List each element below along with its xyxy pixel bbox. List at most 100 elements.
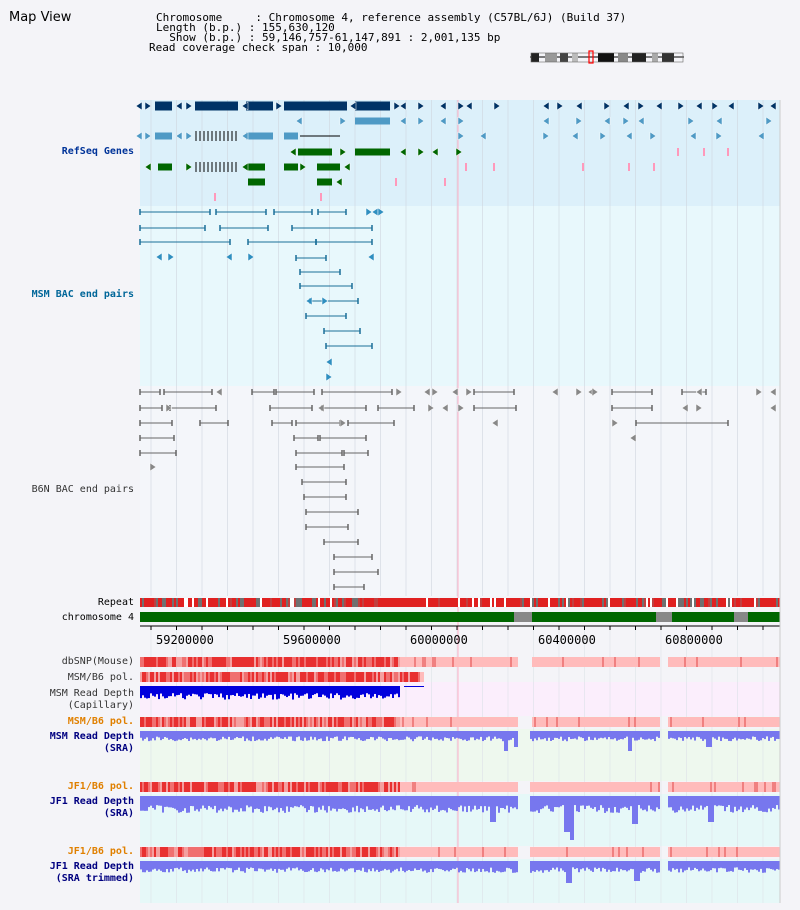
track-label-jf1-b6-pol-1[interactable]: JF1/B6 pol. [67,781,134,792]
polymorphism-segment [460,717,462,727]
repeat-segment [418,598,420,607]
polymorphism-segment [500,782,502,792]
polymorphism-segment [246,847,248,857]
depth-bar [150,686,152,694]
depth-bar [682,731,684,741]
depth-bar [490,731,492,741]
depth-bar [550,731,552,741]
depth-bar [448,731,450,739]
polymorphism-segment [174,717,176,727]
depth-bar [680,861,682,869]
depth-bar [306,731,308,741]
track-label-chromosome[interactable]: chromosome 4 [61,612,134,623]
depth-bar [400,861,402,868]
track-label-jf1-depth-sra[interactable]: JF1 Read Depth [49,796,134,807]
polymorphism-segment [440,847,442,857]
polymorphism-segment [298,657,300,667]
polymorphism-segment [548,847,550,857]
polymorphism-segment [300,847,302,857]
repeat-segment [522,598,524,607]
repeat-segment [276,598,278,607]
track-label-refseq[interactable]: RefSeq Genes [61,146,134,157]
polymorphism-segment [760,847,762,857]
polymorphism-segment [742,657,744,667]
polymorphism-segment [246,657,248,667]
gene-strand-arrow [556,101,564,111]
gene-strand-arrow [335,177,343,187]
depth-bar [178,686,180,695]
polymorphism-segment [560,717,562,727]
track-label-msm-b6-pol-1[interactable]: MSM/B6 pol. [67,672,134,683]
depth-bar [534,796,536,812]
polymorphism-segment [650,657,652,667]
polymorphism-segment [648,782,650,792]
depth-bar [736,796,738,812]
gene-strand-arrow [655,101,663,111]
polymorphism-segment [696,657,698,667]
track-label-jf1-depth-trimmed[interactable]: JF1 Read Depth [49,861,134,872]
repeat-segment [258,598,260,607]
polymorphism-segment [176,657,178,667]
depth-bar [548,731,550,738]
repeat-segment [288,598,290,607]
polymorphism-segment [548,657,550,667]
depth-bar [696,796,698,808]
polymorphism-segment [376,782,378,792]
repeat-segment [266,598,268,607]
polymorphism-segment [544,782,546,792]
polymorphism-segment [330,847,332,857]
repeat-segment [448,598,450,607]
polymorphism-segment [372,847,374,857]
depth-bar [352,731,354,737]
track-label-msm-depth-capillary[interactable]: MSM Read Depth [49,688,134,699]
polymorphism-segment [214,717,216,727]
polymorphism-segment [768,782,770,792]
repeat-segment [468,598,470,607]
polymorphism-segment [282,657,284,667]
depth-bar [340,796,342,810]
depth-bar [318,861,320,872]
polymorphism-segment [594,717,596,727]
polymorphism-segment [366,782,368,792]
repeat-segment [332,598,334,607]
depth-bar [474,861,476,873]
depth-bar [336,731,338,737]
polymorphism-segment [756,847,758,857]
track-label-repeat[interactable]: Repeat [97,597,134,608]
depth-bar [646,861,648,869]
track-label-dbsnp[interactable]: dbSNP(Mouse) [61,656,134,667]
polymorphism-segment [582,717,584,727]
depth-bar [678,861,680,873]
depth-bar [226,686,228,696]
polymorphism-segment [580,782,582,792]
depth-bar [290,861,292,871]
depth-bar [180,686,182,694]
depth-bar [328,686,330,699]
track-label-msm-bac[interactable]: MSM BAC end pairs [31,289,134,300]
track-label-msm-depth-sra[interactable]: MSM Read Depth [49,731,134,742]
polymorphism-segment [252,717,254,727]
polymorphism-segment [470,657,472,667]
polymorphism-segment [396,717,398,727]
depth-bar [250,686,252,700]
depth-bar [502,796,504,809]
depth-bar [394,861,396,870]
track-label-b6n-bac[interactable]: B6N BAC end pairs [31,484,134,495]
track-label-jf1-b6-pol-2[interactable]: JF1/B6 pol. [67,846,134,857]
polymorphism-segment [414,847,416,857]
repeat-segment [558,598,560,607]
polymorphism-segment [318,717,320,727]
polymorphism-segment [298,672,300,682]
polymorphism-segment [456,782,458,792]
polymorphism-segment [394,847,396,857]
repeat-segment [440,598,442,607]
depth-bar [502,731,504,742]
depth-bar [274,686,276,695]
depth-bar [478,796,480,810]
polymorphism-segment [156,657,158,667]
polymorphism-segment [202,782,204,792]
polymorphism-segment [192,657,194,667]
track-label-msm-b6-pol-2[interactable]: MSM/B6 pol. [67,716,134,727]
